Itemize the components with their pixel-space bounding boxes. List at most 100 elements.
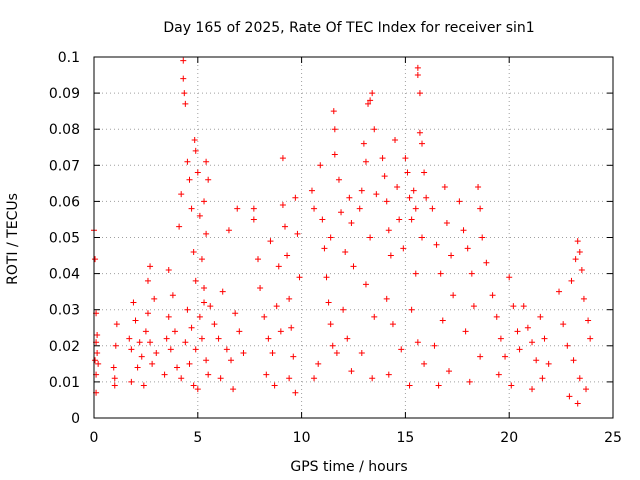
data-point [497, 335, 504, 342]
data-point [576, 375, 583, 382]
data-point [533, 357, 540, 364]
data-point [383, 295, 390, 302]
data-point [520, 303, 527, 310]
data-point [113, 321, 120, 328]
data-point [493, 313, 500, 320]
data-point [263, 371, 270, 378]
y-tick-label: 0.04 [49, 267, 80, 283]
data-point [441, 183, 448, 190]
data-point [198, 335, 205, 342]
data-point [327, 234, 334, 241]
data-point [433, 241, 440, 248]
data-point [585, 317, 592, 324]
y-ticks: 0 0.01 0.02 0.03 0.04 0.05 0.06 0.07 0.08 0.09 0.1 [49, 50, 613, 427]
data-point [205, 176, 212, 183]
data-point [180, 57, 187, 64]
data-point [281, 223, 288, 230]
data-point [261, 313, 268, 320]
data-point [191, 137, 198, 144]
data-point [362, 158, 369, 165]
data-point [412, 270, 419, 277]
data-point [290, 353, 297, 360]
data-point [128, 378, 135, 385]
data-point [371, 126, 378, 133]
data-point [192, 277, 199, 284]
data-point [414, 339, 421, 346]
data-point [574, 400, 581, 407]
data-point [510, 303, 517, 310]
data-point [483, 259, 490, 266]
data-point [140, 382, 147, 389]
data-point [228, 357, 235, 364]
data-point [383, 198, 390, 205]
data-point [112, 342, 119, 349]
data-point [583, 386, 590, 393]
data-point [367, 97, 374, 104]
data-point [186, 360, 193, 367]
data-points [91, 57, 594, 407]
data-point [184, 158, 191, 165]
chart-title: Day 165 of 2025, Rate Of TEC Index for r… [163, 20, 534, 36]
data-point [367, 234, 374, 241]
data-point [138, 353, 145, 360]
data-point [169, 292, 176, 299]
data-point [171, 328, 178, 335]
data-point [545, 360, 552, 367]
data-point [203, 357, 210, 364]
data-point [389, 321, 396, 328]
y-tick-label: 0.1 [58, 50, 80, 66]
x-tick-label: 0 [90, 430, 99, 446]
data-point [572, 256, 579, 263]
grid [94, 57, 613, 418]
data-point [466, 378, 473, 385]
data-point [126, 335, 133, 342]
x-tick-label: 25 [604, 430, 622, 446]
y-tick-label: 0.09 [49, 86, 80, 102]
data-point [358, 350, 365, 357]
data-point [111, 375, 118, 382]
data-point [308, 187, 315, 194]
data-point [394, 183, 401, 190]
data-point [541, 335, 548, 342]
x-tick-label: 10 [293, 430, 311, 446]
data-point [338, 209, 345, 216]
data-point [188, 324, 195, 331]
data-point [342, 248, 349, 255]
data-point [373, 191, 380, 198]
data-point [217, 375, 224, 382]
data-point [358, 187, 365, 194]
data-point [250, 216, 257, 223]
data-point [92, 256, 99, 263]
data-point [192, 346, 199, 353]
data-point [566, 393, 573, 400]
x-axis-label: GPS time / hours [290, 459, 407, 475]
data-point [365, 100, 372, 107]
data-point [587, 335, 594, 342]
data-point [387, 252, 394, 259]
data-point [406, 382, 413, 389]
data-point [408, 306, 415, 313]
data-point [181, 90, 188, 97]
data-point [348, 220, 355, 227]
data-point [296, 274, 303, 281]
data-point [448, 252, 455, 259]
x-tick-label: 5 [193, 430, 202, 446]
data-point [356, 205, 363, 212]
data-point [273, 303, 280, 310]
data-point [240, 350, 247, 357]
data-point [325, 299, 332, 306]
data-point [236, 328, 243, 335]
data-point [516, 346, 523, 353]
data-point [524, 324, 531, 331]
data-point [286, 375, 293, 382]
x-ticks: 0 5 10 15 20 25 [90, 57, 622, 446]
data-point [560, 321, 567, 328]
data-point [414, 64, 421, 71]
data-point [410, 187, 417, 194]
data-point [439, 317, 446, 324]
data-point [144, 310, 151, 317]
data-point [277, 328, 284, 335]
data-point [537, 313, 544, 320]
data-point [271, 382, 278, 389]
data-point [508, 382, 515, 389]
